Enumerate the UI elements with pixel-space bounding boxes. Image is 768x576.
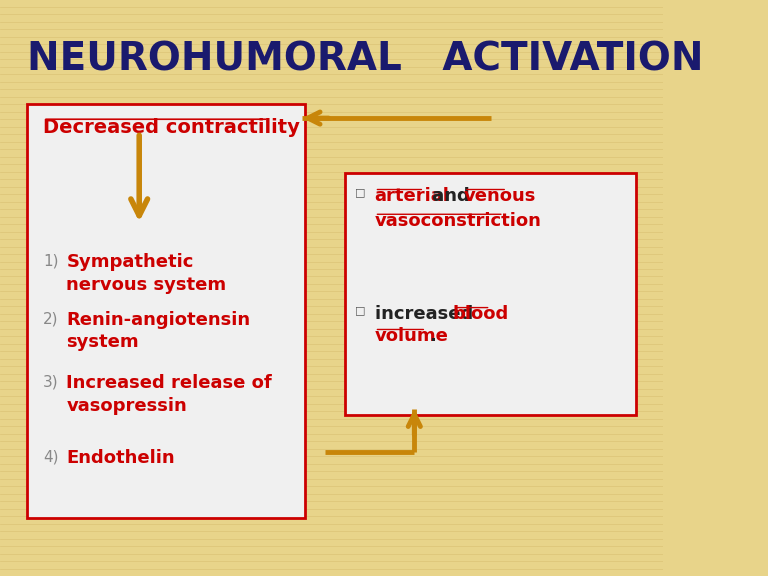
Text: 4): 4) bbox=[43, 449, 58, 464]
Text: vasoconstriction: vasoconstriction bbox=[375, 212, 541, 230]
Text: NEUROHUMORAL   ACTIVATION: NEUROHUMORAL ACTIVATION bbox=[27, 40, 703, 78]
Text: Increased release of
vasopressin: Increased release of vasopressin bbox=[66, 374, 272, 415]
FancyBboxPatch shape bbox=[345, 173, 637, 415]
Text: Sympathetic
nervous system: Sympathetic nervous system bbox=[66, 253, 227, 294]
Text: □: □ bbox=[355, 305, 365, 315]
Text: .: . bbox=[429, 327, 435, 345]
Text: increased: increased bbox=[375, 305, 479, 323]
Text: and: and bbox=[426, 187, 476, 205]
Text: venous: venous bbox=[464, 187, 536, 205]
Text: Endothelin: Endothelin bbox=[66, 449, 175, 467]
FancyBboxPatch shape bbox=[27, 104, 305, 518]
Text: 1): 1) bbox=[43, 253, 58, 268]
Text: Renin-angiotensin
system: Renin-angiotensin system bbox=[66, 311, 250, 351]
Text: Decreased contractility: Decreased contractility bbox=[43, 118, 300, 137]
Text: □: □ bbox=[355, 187, 365, 197]
Text: volume: volume bbox=[375, 327, 449, 345]
Text: 2): 2) bbox=[43, 311, 58, 326]
Text: 3): 3) bbox=[43, 374, 58, 389]
Text: arterial: arterial bbox=[375, 187, 449, 205]
Text: blood: blood bbox=[453, 305, 509, 323]
